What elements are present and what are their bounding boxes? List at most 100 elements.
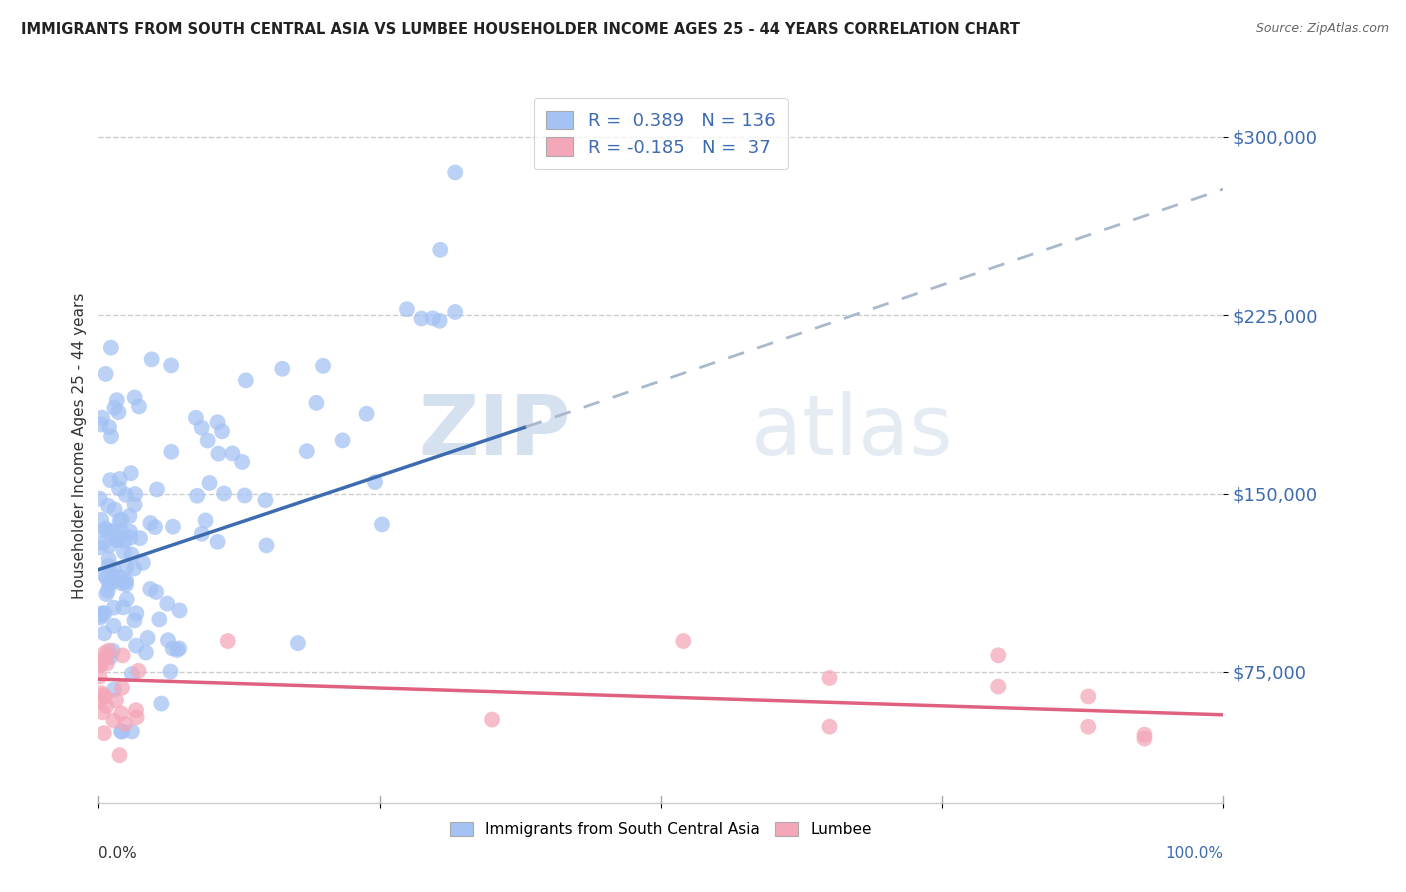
Point: [190, 420, 212, 434]
Point: [97, 499, 120, 513]
Point: [207, 447, 229, 461]
Point: [89, 670, 111, 684]
Point: [108, 482, 131, 496]
Point: [108, 472, 131, 486]
Point: [89, 694, 111, 708]
Point: [125, 710, 148, 724]
Legend: Immigrants from South Central Asia, Lumbee: Immigrants from South Central Asia, Lumb…: [443, 814, 879, 845]
Point: [124, 487, 146, 501]
Point: [103, 401, 125, 415]
Point: [818, 720, 841, 734]
Point: [90, 606, 112, 620]
Point: [103, 562, 125, 576]
Point: [103, 714, 125, 728]
Point: [118, 508, 141, 523]
Point: [97, 583, 120, 598]
Point: [107, 529, 129, 543]
Point: [97, 558, 120, 573]
Point: [254, 493, 277, 508]
Point: [97, 524, 120, 539]
Point: [110, 576, 132, 591]
Point: [235, 373, 257, 387]
Point: [104, 502, 127, 516]
Point: [444, 305, 467, 319]
Point: [156, 633, 179, 648]
Point: [97, 552, 120, 566]
Point: [91, 410, 114, 425]
Point: [121, 667, 143, 681]
Point: [411, 311, 433, 326]
Point: [98, 576, 121, 591]
Point: [271, 361, 294, 376]
Point: [115, 488, 138, 502]
Point: [93, 647, 115, 661]
Point: [101, 574, 124, 589]
Point: [101, 644, 124, 658]
Point: [111, 648, 134, 663]
Point: [103, 619, 125, 633]
Point: [127, 664, 149, 678]
Point: [256, 538, 278, 552]
Text: Source: ZipAtlas.com: Source: ZipAtlas.com: [1256, 22, 1389, 36]
Point: [97, 643, 120, 657]
Point: [295, 444, 318, 458]
Point: [108, 514, 131, 528]
Point: [305, 396, 328, 410]
Point: [94, 649, 117, 664]
Point: [115, 577, 138, 591]
Point: [124, 498, 146, 512]
Point: [312, 359, 335, 373]
Point: [110, 724, 132, 739]
Point: [125, 607, 148, 621]
Point: [96, 698, 118, 713]
Point: [98, 420, 121, 434]
Point: [112, 544, 135, 558]
Point: [94, 367, 117, 381]
Point: [110, 570, 132, 584]
Point: [139, 582, 162, 596]
Point: [136, 631, 159, 645]
Point: [98, 473, 121, 487]
Point: [122, 561, 145, 575]
Point: [94, 522, 117, 536]
Point: [194, 513, 217, 527]
Point: [371, 517, 394, 532]
Point: [89, 491, 111, 506]
Point: [103, 524, 125, 538]
Point: [101, 570, 124, 584]
Point: [156, 597, 179, 611]
Point: [211, 425, 233, 439]
Point: [231, 455, 253, 469]
Point: [429, 314, 451, 328]
Point: [114, 717, 136, 731]
Point: [287, 636, 309, 650]
Point: [115, 560, 138, 574]
Point: [120, 531, 142, 545]
Point: [96, 657, 118, 671]
Point: [93, 524, 115, 538]
Point: [124, 614, 146, 628]
Point: [395, 302, 418, 317]
Point: [191, 526, 214, 541]
Point: [90, 513, 112, 527]
Point: [145, 585, 167, 599]
Point: [91, 536, 114, 550]
Point: [135, 646, 157, 660]
Point: [356, 407, 378, 421]
Point: [444, 165, 467, 179]
Point: [93, 607, 115, 621]
Point: [186, 489, 208, 503]
Point: [104, 693, 127, 707]
Point: [90, 686, 112, 700]
Point: [169, 603, 191, 617]
Point: [207, 534, 229, 549]
Point: [112, 533, 135, 548]
Point: [103, 682, 125, 697]
Point: [1077, 690, 1099, 704]
Point: [107, 405, 129, 419]
Point: [112, 600, 135, 615]
Point: [198, 475, 221, 490]
Point: [93, 726, 115, 740]
Point: [121, 724, 143, 739]
Point: [141, 352, 163, 367]
